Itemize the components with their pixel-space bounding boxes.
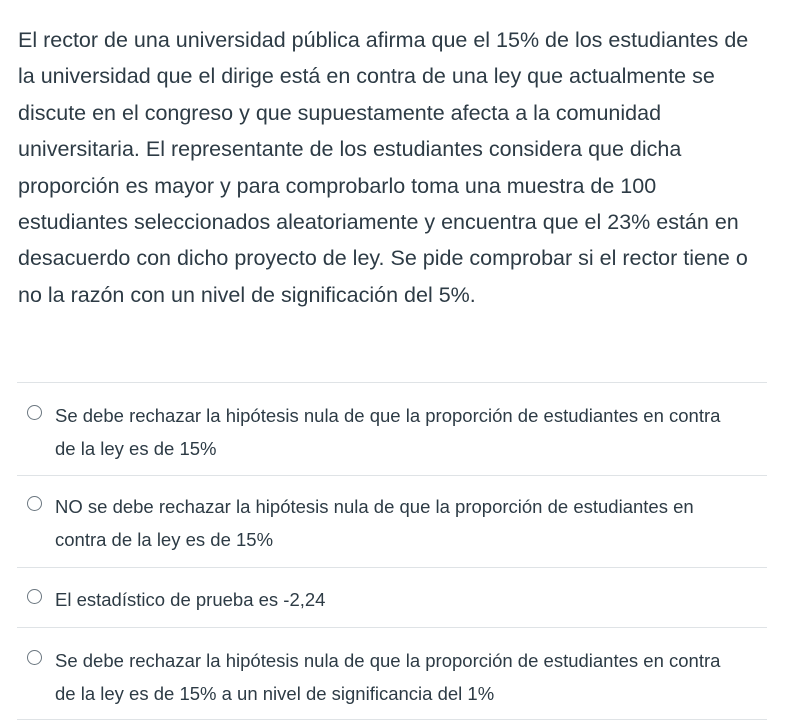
radio-button-icon[interactable]: [27, 496, 42, 511]
answer-option-1[interactable]: Se debe rechazar la hipótesis nula de qu…: [17, 383, 767, 476]
answer-label-3: El estadístico de prueba es -2,24: [55, 589, 326, 610]
answer-label-4: Se debe rechazar la hipótesis nula de qu…: [55, 650, 721, 704]
radio-button-icon[interactable]: [27, 589, 42, 604]
answer-label-1: Se debe rechazar la hipótesis nula de qu…: [55, 405, 721, 459]
answer-option-4[interactable]: Se debe rechazar la hipótesis nula de qu…: [17, 628, 767, 720]
answer-option-3[interactable]: El estadístico de prueba es -2,24: [17, 568, 767, 628]
question-text: El rector de una universidad pública afi…: [18, 28, 749, 307]
radio-button-icon[interactable]: [27, 405, 42, 420]
answer-label-2: NO se debe rechazar la hipótesis nula de…: [55, 496, 694, 550]
radio-button-icon[interactable]: [27, 650, 42, 665]
answer-option-2[interactable]: NO se debe rechazar la hipótesis nula de…: [17, 476, 767, 568]
answer-list: Se debe rechazar la hipótesis nula de qu…: [17, 382, 767, 720]
